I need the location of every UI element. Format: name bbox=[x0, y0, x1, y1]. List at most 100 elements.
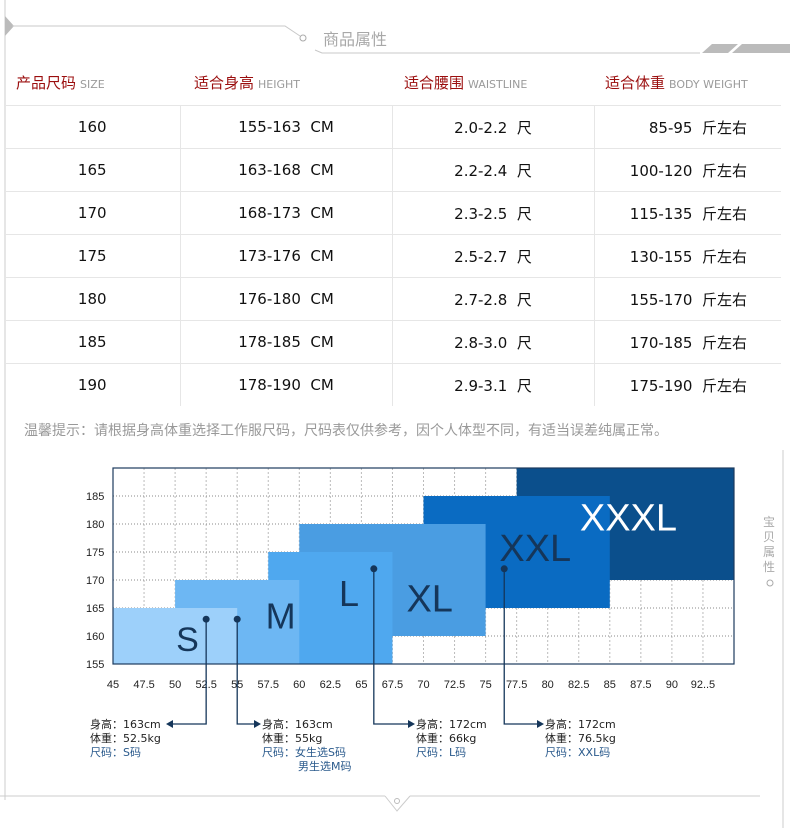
y-tick-label: 175 bbox=[86, 547, 104, 559]
table-cell: 2.7-2.8 尺 bbox=[392, 277, 595, 321]
size-label-xxl: XXL bbox=[499, 528, 571, 570]
x-tick-label: 87.5 bbox=[630, 679, 651, 691]
footer-circle bbox=[394, 798, 400, 804]
table-cell: 100-120 斤左右 bbox=[594, 148, 781, 192]
table-cell: 176-180 CM bbox=[180, 277, 393, 321]
x-tick-label: 62.5 bbox=[320, 679, 341, 691]
x-tick-label: 80 bbox=[542, 679, 554, 691]
table-row: 175 173-176 CM 2.5-2.7 尺 130-155 斤左右 bbox=[5, 234, 781, 278]
arrow-right-icon bbox=[254, 720, 261, 728]
example-leader-line bbox=[373, 568, 410, 725]
stripe-ornament bbox=[732, 44, 790, 53]
table-cell: 2.0-2.2 尺 bbox=[392, 105, 595, 149]
size-label-xxxl: XXXL bbox=[580, 497, 677, 539]
footer-notch bbox=[384, 795, 411, 812]
table-cell: 2.9-3.1 尺 bbox=[392, 363, 595, 406]
table-cell: 168-173 CM bbox=[180, 191, 393, 235]
example-annotation: 身高：163cm 体重：52.5kg 尺码：S码 bbox=[90, 718, 161, 760]
x-tick-label: 77.5 bbox=[506, 679, 527, 691]
table-cell: 173-176 CM bbox=[180, 234, 393, 278]
example-size: 尺码：S码 bbox=[90, 746, 141, 759]
arrow-right-icon bbox=[408, 720, 415, 728]
x-tick-label: 45 bbox=[107, 679, 119, 691]
left-arrow-ornament bbox=[5, 16, 14, 36]
section-title: 商品属性 bbox=[323, 30, 388, 49]
table-row: 185 178-185 CM 2.8-3.0 尺 170-185 斤左右 bbox=[5, 320, 781, 364]
example-leader-line bbox=[172, 619, 207, 725]
example-leader-line bbox=[503, 568, 539, 725]
y-tick-label: 170 bbox=[86, 575, 104, 587]
example-annotation: 身高：172cm 体重：76.5kg 尺码：XXL码 bbox=[545, 718, 616, 760]
table-cell: 2.2-2.4 尺 bbox=[392, 148, 595, 192]
y-tick-label: 165 bbox=[86, 603, 104, 615]
table-cell: 163-168 CM bbox=[180, 148, 393, 192]
size-region-s bbox=[113, 608, 238, 664]
table-cell: 2.8-3.0 尺 bbox=[392, 320, 595, 364]
plot-frame bbox=[112, 467, 735, 665]
arrow-left-icon bbox=[166, 720, 173, 728]
x-tick-label: 65 bbox=[355, 679, 367, 691]
x-tick-label: 85 bbox=[604, 679, 616, 691]
x-tick-label: 50 bbox=[169, 679, 181, 691]
side-circle bbox=[766, 579, 774, 587]
table-cell: 130-155 斤左右 bbox=[594, 234, 781, 278]
x-tick-label: 82.5 bbox=[568, 679, 589, 691]
table-cell: 180 bbox=[5, 277, 181, 321]
example-text: 体重：66kg bbox=[416, 732, 477, 745]
table-cell: 178-185 CM bbox=[180, 320, 393, 364]
header-underline bbox=[314, 49, 700, 54]
table-row: 180 176-180 CM 2.7-2.8 尺 155-170 斤左右 bbox=[5, 277, 781, 321]
table-row: 190 178-190 CM 2.9-3.1 尺 175-190 斤左右 bbox=[5, 363, 781, 406]
table-cell: 165 bbox=[5, 148, 181, 192]
table-row: 170 168-173 CM 2.3-2.5 尺 115-135 斤左右 bbox=[5, 191, 781, 235]
size-label-m: M bbox=[266, 595, 296, 636]
table-row: 165 163-168 CM 2.2-2.4 尺 100-120 斤左右 bbox=[5, 148, 781, 192]
table-cell: 170 bbox=[5, 191, 181, 235]
size-table: 160 155-163 CM 2.0-2.2 尺 85-95 斤左右 165 163-16… bbox=[5, 105, 781, 406]
x-tick-label: 90 bbox=[666, 679, 678, 691]
table-cell: 175 bbox=[5, 234, 181, 278]
y-tick-label: 160 bbox=[86, 631, 104, 643]
tip-text: 温馨提示：请根据身高体重选择工作服尺码，尺码表仅供参考，因个人体型不同，有适当误… bbox=[24, 423, 668, 439]
x-tick-label: 92..5 bbox=[691, 679, 715, 691]
size-label-l: L bbox=[339, 573, 359, 614]
example-text: 身高：172cm bbox=[416, 718, 487, 731]
table-cell: 178-190 CM bbox=[180, 363, 393, 406]
table-cell: 170-185 斤左右 bbox=[594, 320, 781, 364]
x-tick-label: 60 bbox=[293, 679, 305, 691]
x-tick-label: 72.5 bbox=[444, 679, 465, 691]
example-text: 体重：55kg bbox=[262, 732, 323, 745]
table-cell: 160 bbox=[5, 105, 181, 149]
example-text: 身高：172cm bbox=[545, 718, 616, 731]
table-cell: 175-190 斤左右 bbox=[594, 363, 781, 406]
y-tick-label: 155 bbox=[86, 659, 104, 671]
arrow-right-icon bbox=[537, 720, 544, 728]
header-height: 适合身高 HEIGHT bbox=[194, 74, 300, 92]
example-text: 体重：76.5kg bbox=[545, 732, 616, 745]
header-rule bbox=[12, 25, 301, 37]
example-size: 尺码：女生选S码 bbox=[262, 746, 346, 759]
size-label-xl: XL bbox=[406, 579, 452, 621]
table-cell: 115-135 斤左右 bbox=[594, 191, 781, 235]
table-cell: 190 bbox=[5, 363, 181, 406]
header-size: 产品尺码 SIZE bbox=[16, 74, 105, 92]
example-leader-line bbox=[236, 619, 256, 725]
x-tick-label: 75 bbox=[479, 679, 491, 691]
table-cell: 185 bbox=[5, 320, 181, 364]
y-tick-label: 180 bbox=[86, 519, 104, 531]
example-annotation: 身高：163cm 体重：55kg 尺码：女生选S码 男生选M码 bbox=[262, 718, 352, 774]
header-weight: 适合体重 BODY WEIGHT bbox=[605, 74, 748, 92]
x-tick-label: 47.5 bbox=[133, 679, 154, 691]
example-size: 尺码：L码 bbox=[416, 746, 467, 759]
example-text: 体重：52.5kg bbox=[90, 732, 161, 745]
table-row: 160 155-163 CM 2.0-2.2 尺 85-95 斤左右 bbox=[5, 105, 781, 149]
table-cell: 2.3-2.5 尺 bbox=[392, 191, 595, 235]
x-tick-label: 67.5 bbox=[382, 679, 403, 691]
example-annotation: 身高：172cm 体重：66kg 尺码：L码 bbox=[416, 718, 487, 760]
header-rule-circle bbox=[299, 34, 307, 42]
size-label-s: S bbox=[176, 621, 199, 659]
header-waist: 适合腰围 WAISTLINE bbox=[404, 74, 528, 92]
